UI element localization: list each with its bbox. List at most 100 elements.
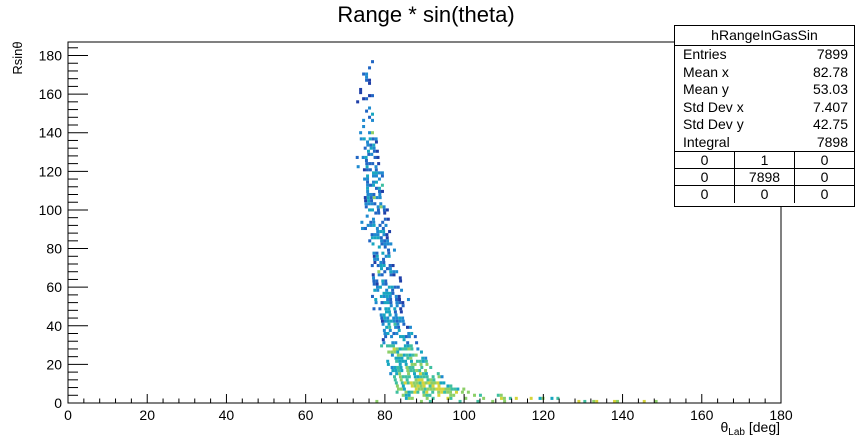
histogram-cell: [378, 192, 382, 197]
histogram-cell: [368, 115, 372, 119]
histogram-cell: [410, 359, 413, 363]
histogram-cell: [433, 381, 437, 385]
histogram-cell: [399, 353, 403, 357]
histogram-cell: [395, 297, 399, 302]
histogram-cell: [449, 393, 453, 397]
histogram-cell: [385, 310, 388, 314]
histogram-cell: [439, 381, 443, 385]
histogram-cell: [397, 369, 401, 373]
histogram-cell: [421, 359, 425, 363]
histogram-cell: [446, 390, 450, 394]
histogram-cell: [371, 137, 375, 141]
histogram-cell: [418, 359, 422, 363]
histogram-cell: [399, 387, 403, 391]
histogram-cell: [415, 369, 419, 373]
histogram-cell: [414, 378, 418, 382]
histogram-cell: [406, 325, 409, 329]
histogram-cell: [384, 279, 388, 283]
histogram-cell: [395, 347, 399, 351]
histogram-cell: [425, 393, 429, 397]
histogram-cell: [375, 282, 379, 286]
histogram-cell: [642, 399, 646, 403]
histogram-cell: [363, 196, 367, 200]
histogram-cell: [424, 369, 428, 373]
histogram-cell: [382, 294, 386, 298]
histogram-cell: [361, 155, 365, 159]
histogram-cell: [369, 192, 373, 197]
histogram-cell: [380, 267, 383, 271]
histogram-cell: [390, 365, 394, 370]
histogram-cell: [374, 186, 378, 190]
histogram-cell: [400, 381, 404, 385]
histogram-cell: [466, 390, 470, 394]
histogram-cell: [387, 251, 391, 255]
histogram-cell: [365, 109, 369, 113]
stat-stddev-x: Std Dev x 7.407: [675, 99, 854, 117]
histogram-cell: [396, 322, 400, 326]
x-axis: 0 20 40 60 80 100 120 140 160 180: [64, 394, 793, 423]
histogram-cell: [394, 313, 398, 317]
histogram-cell: [431, 384, 435, 388]
histogram-cell: [383, 316, 387, 320]
histogram-cell: [446, 384, 450, 388]
histogram-cell: [425, 396, 429, 400]
histogram-cell: [380, 171, 384, 175]
histogram-cell: [391, 288, 395, 292]
histogram-cell: [397, 325, 401, 329]
histogram-cell: [392, 316, 396, 320]
histogram-cell: [394, 341, 398, 345]
histogram-cell: [478, 393, 482, 397]
histogram-cell: [370, 152, 374, 156]
histogram-cell: [398, 297, 402, 302]
histogram-cell: [372, 192, 376, 197]
histogram-cell: [395, 359, 399, 363]
histogram-cell: [389, 273, 393, 277]
histogram-cell: [367, 202, 371, 206]
histogram-cell: [442, 381, 446, 385]
histogram-cell: [380, 183, 384, 187]
y-tick-label: 100: [39, 202, 63, 218]
histogram-cell: [372, 146, 376, 150]
histogram-cell: [381, 226, 385, 231]
histogram-cell: [395, 270, 399, 274]
histogram-cell: [408, 365, 412, 370]
histogram-cell: [387, 307, 391, 311]
histogram-cell: [378, 223, 382, 227]
quadrant-cell: 0: [675, 169, 735, 186]
histogram-cell: [383, 245, 387, 249]
histogram-cell: [394, 356, 398, 360]
histogram-cell: [410, 362, 414, 366]
histogram-cell: [437, 375, 441, 379]
quadrant-cell: 0: [675, 186, 735, 203]
histogram-cell: [416, 347, 420, 351]
histogram-cell: [380, 239, 384, 243]
histogram-cell: [424, 372, 428, 376]
histogram-cell: [375, 279, 379, 283]
histogram-cell: [373, 155, 377, 159]
histogram-cell: [367, 152, 371, 156]
histogram-cell: [395, 316, 399, 320]
histogram-cell: [385, 288, 389, 292]
quadrant-cell: 1: [735, 152, 795, 169]
histogram-cells: [355, 60, 658, 403]
histogram-cell: [387, 254, 391, 258]
histogram-cell: [440, 375, 444, 379]
x-axis-label-subscript: Lab: [728, 427, 745, 438]
y-axis: 0 20 40 60 80 100 120 140 160 180: [39, 47, 88, 411]
histogram-cell: [398, 362, 402, 366]
histogram-cell: [413, 390, 417, 394]
histogram-cell: [419, 399, 423, 403]
histogram-cell: [399, 365, 403, 370]
stat-label: Integral: [683, 133, 730, 150]
histogram-cell: [366, 180, 370, 184]
histogram-cell: [415, 381, 419, 385]
histogram-cell: [409, 344, 413, 348]
histogram-cell: [362, 125, 366, 129]
histogram-cell: [405, 365, 409, 370]
y-tick-label: 40: [46, 318, 62, 334]
histogram-cell: [376, 208, 380, 212]
histogram-cell: [404, 393, 408, 397]
histogram-cell: [390, 350, 394, 354]
histogram-cell: [388, 264, 392, 268]
histogram-cell: [396, 365, 400, 370]
